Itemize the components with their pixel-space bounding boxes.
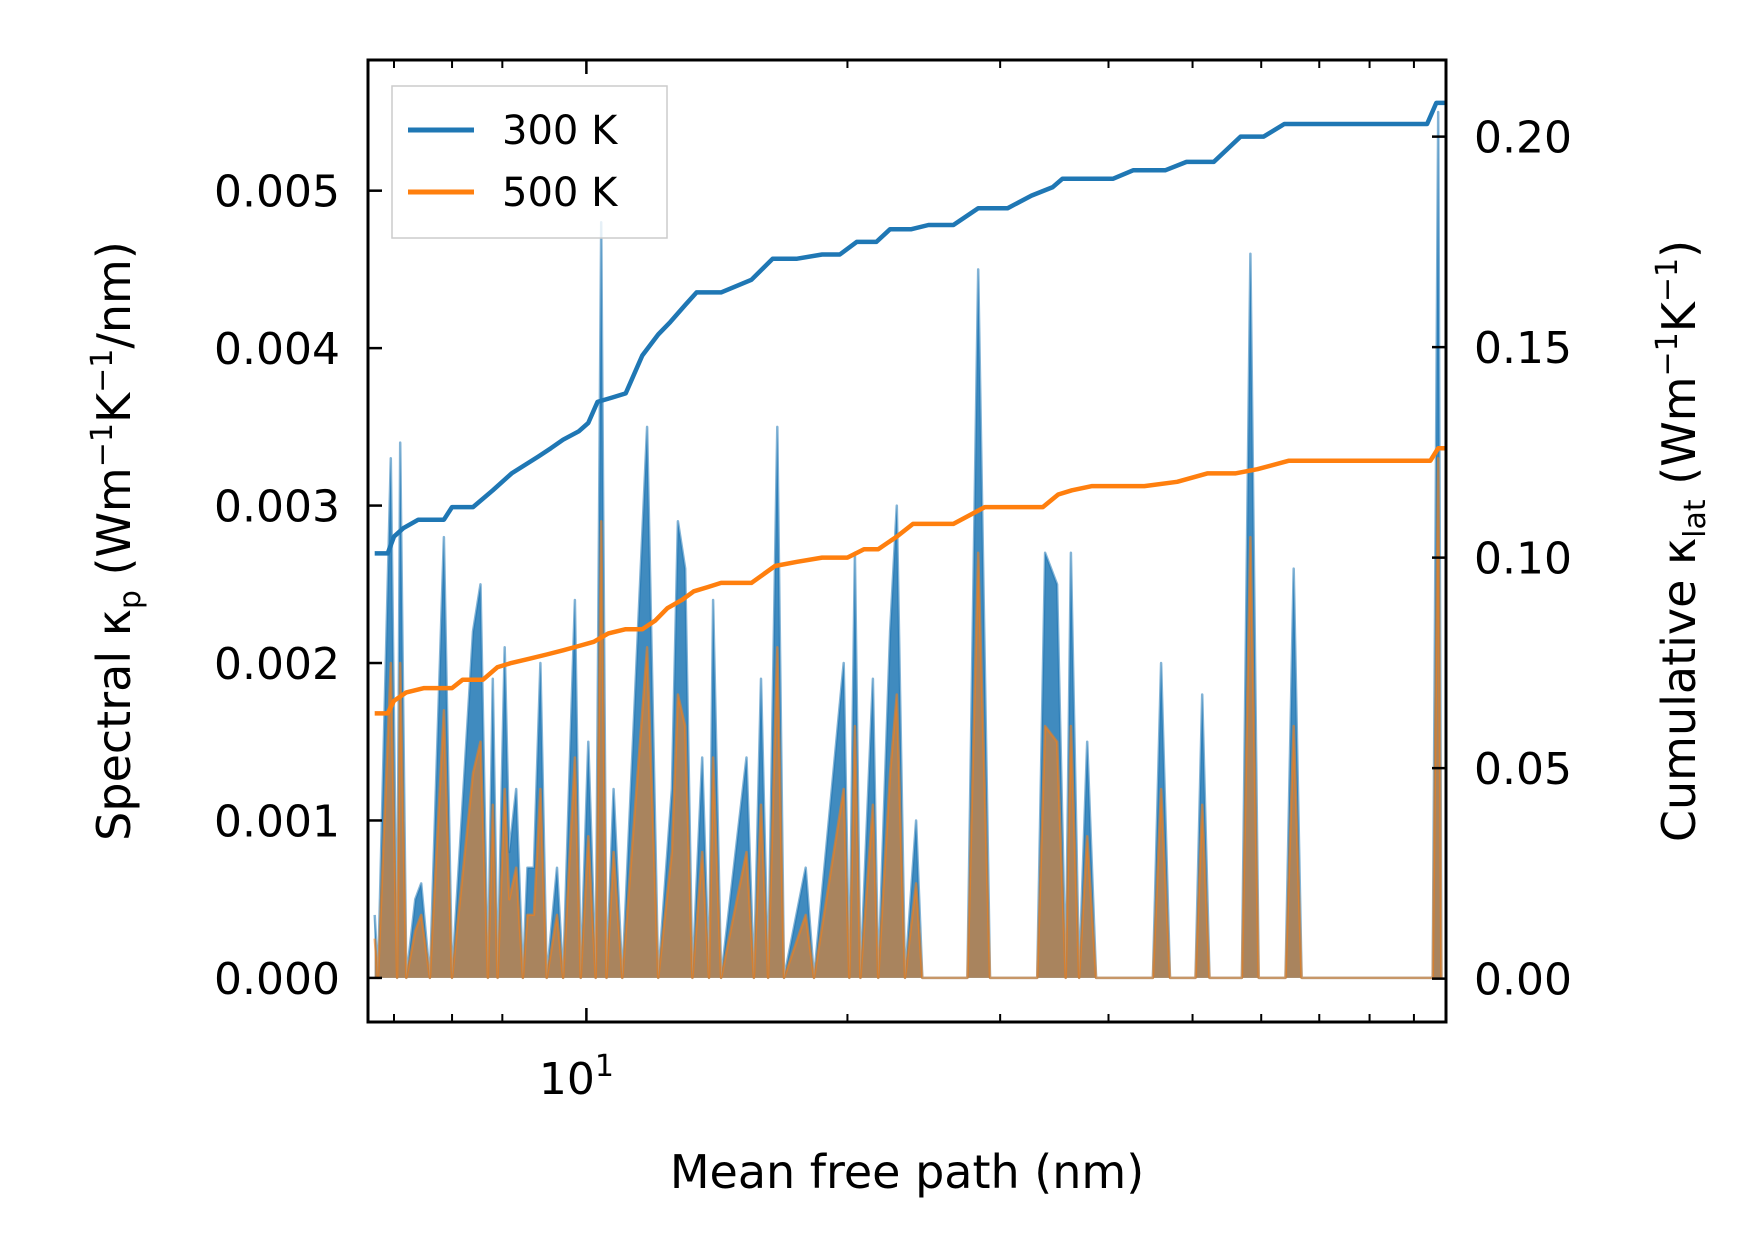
legend-label-300k: 300 K — [502, 108, 619, 154]
y-left-tick-label: 0.000 — [214, 954, 340, 1005]
legend: 300 K 500 K — [391, 85, 668, 239]
spectral-area-500k — [374, 458, 1442, 978]
x-axis-label: Mean free path (nm) — [670, 1145, 1144, 1199]
plot-frame — [366, 58, 1448, 1024]
y-left-tick-label: 0.005 — [214, 167, 340, 218]
legend-label-500k: 500 K — [502, 170, 619, 216]
y-left-tick-label: 0.002 — [214, 639, 340, 690]
y-left-tick-label: 0.004 — [214, 324, 340, 375]
series-layer — [373, 100, 1446, 980]
cumulative-line-300k — [374, 100, 1446, 556]
cumulative-line-500k — [374, 445, 1446, 716]
x-tick-label: 101 — [539, 1049, 614, 1105]
y-left-tick-label: 0.001 — [214, 796, 340, 847]
legend-box — [391, 85, 668, 239]
y-axis-label-left: Spectral κp (Wm−1K−1/nm) — [85, 241, 148, 841]
y-right-tick-label: 0.05 — [1474, 744, 1572, 795]
y-right-tick-label: 0.00 — [1474, 955, 1572, 1006]
y-right-tick-label: 0.20 — [1474, 113, 1572, 164]
y-left-tick-label: 0.003 — [214, 482, 340, 533]
spectral-line-500k — [373, 457, 1443, 980]
y-right-tick-label: 0.10 — [1474, 534, 1572, 585]
y-right-tick-label: 0.15 — [1474, 323, 1572, 374]
ticks-layer: 101 0.000 0.001 0.002 0.003 0.004 0.005 0.00 0.0… — [214, 60, 1572, 1105]
y-axis-label-right: Cumulative κlat (Wm−1K−1) — [1650, 240, 1713, 842]
